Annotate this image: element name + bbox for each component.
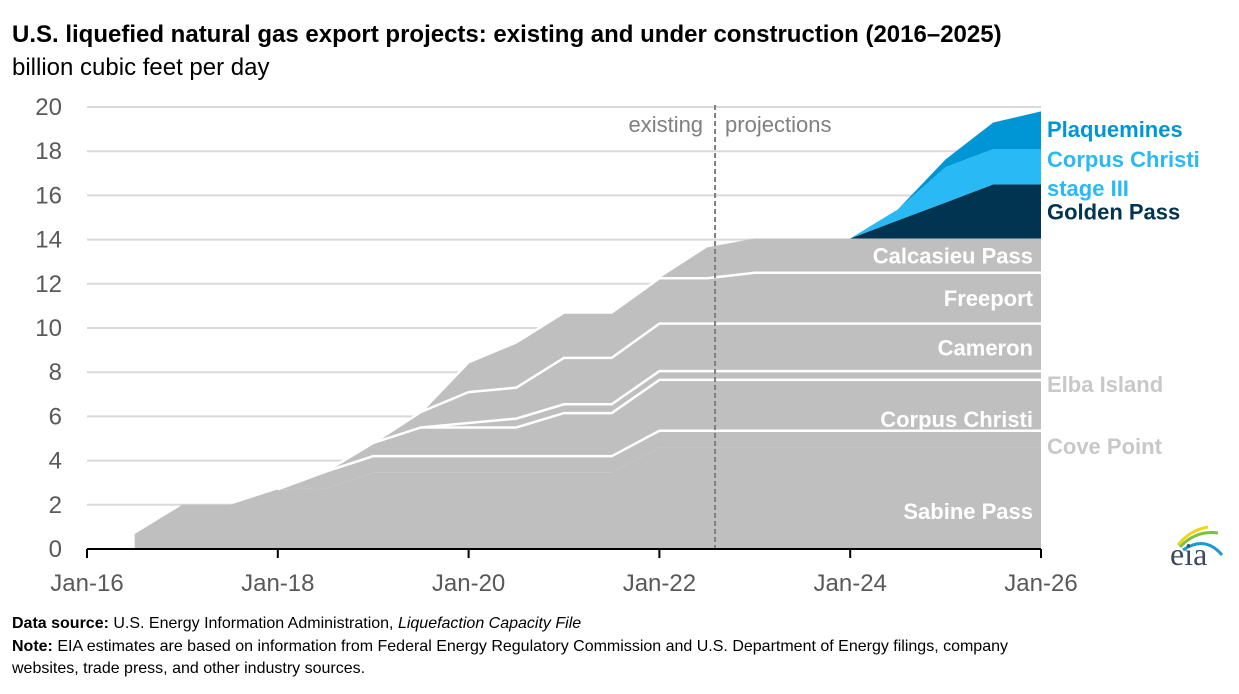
source-label: Data source: <box>12 615 109 632</box>
y-tick-label: 14 <box>35 227 62 254</box>
y-tick-label: 20 <box>35 94 62 121</box>
x-tick-label: Jan-16 <box>50 570 123 597</box>
note-text-2: websites, trade press, and other industr… <box>11 660 365 677</box>
label-elba-island: Elba Island <box>1047 372 1163 397</box>
source-text: U.S. Energy Information Administration, <box>109 615 398 632</box>
y-tick-label: 10 <box>35 315 62 342</box>
label-corpus-christi-stage-iii: stage III <box>1047 176 1129 201</box>
y-tick-label: 18 <box>35 138 62 165</box>
separator-line <box>419 271 1041 413</box>
x-tick-label: Jan-26 <box>1004 570 1077 597</box>
existing-label: existing <box>628 112 703 137</box>
label-corpus-christi-stage-iii: Corpus Christi <box>1047 147 1200 172</box>
separator-line <box>372 322 1041 444</box>
stacked-areas <box>134 111 1041 549</box>
area-cove-point <box>134 430 1041 534</box>
label-golden-pass: Golden Pass <box>1047 199 1180 224</box>
y-tick-label: 6 <box>49 403 62 430</box>
y-tick-label: 0 <box>49 536 62 563</box>
label-plaquemines: Plaquemines <box>1047 117 1183 142</box>
logo-swoosh-yellow <box>1176 525 1209 546</box>
chart-title: U.S. liquefied natural gas export projec… <box>12 21 1002 48</box>
series-labels: Sabine Pass Cove Point Corpus Christi Elba … <box>873 117 1200 524</box>
projections-label: projections <box>725 112 831 137</box>
y-axis-ticks: 0 2 4 6 8 10 12 14 16 18 20 <box>35 94 62 563</box>
label-corpus-christi: Corpus Christi <box>880 407 1033 432</box>
area-sabine-pass <box>134 447 1041 549</box>
logo-swoosh-blue <box>1182 542 1224 557</box>
area-cameron <box>134 323 1041 534</box>
note-label: Note: <box>12 638 53 655</box>
area-corpus-christi <box>134 379 1041 534</box>
eia-logo: eia <box>1170 525 1224 572</box>
x-axis: Jan-16 Jan-18 Jan-20 Jan-22 Jan-24 Jan-26 <box>50 548 1078 597</box>
label-calcasieu-pass: Calcasieu Pass <box>873 244 1033 269</box>
label-sabine-pass: Sabine Pass <box>903 499 1033 524</box>
logo-swoosh-green <box>1178 531 1219 549</box>
area-freeport <box>134 272 1041 534</box>
label-cameron: Cameron <box>938 335 1033 360</box>
data-source: Data source: U.S. Energy Information Adm… <box>12 615 581 632</box>
x-tick-label: Jan-24 <box>814 570 887 597</box>
note: Note: EIA estimates are based on informa… <box>12 638 1008 655</box>
area-golden-pass <box>134 184 1041 534</box>
area-calcasieu-pass <box>134 238 1041 534</box>
y-tick-label: 16 <box>35 182 62 209</box>
existing-projections-divider: existing projections <box>628 105 831 549</box>
label-freeport: Freeport <box>944 286 1034 311</box>
source-file: Liquefaction Capacity File <box>398 615 581 632</box>
y-tick-label: 4 <box>49 448 62 475</box>
y-tick-label: 8 <box>49 359 62 386</box>
footer: Data source: U.S. Energy Information Adm… <box>11 615 1008 677</box>
y-tick-label: 2 <box>49 492 62 519</box>
separator-line <box>277 429 1041 491</box>
x-tick-label: Jan-18 <box>241 570 314 597</box>
logo-text: eia <box>1170 536 1207 572</box>
separator-line <box>420 369 1041 429</box>
area-corpus-christi-stage-iii <box>134 148 1041 534</box>
chart-subtitle: billion cubic feet per day <box>12 54 269 81</box>
x-tick-label: Jan-20 <box>432 570 505 597</box>
label-cove-point: Cove Point <box>1047 434 1163 459</box>
y-tick-label: 12 <box>35 271 62 298</box>
series-separators <box>277 271 1041 491</box>
separator-line <box>324 378 1041 473</box>
x-tick-label: Jan-22 <box>623 570 696 597</box>
note-text-1: EIA estimates are based on information f… <box>53 638 1008 655</box>
